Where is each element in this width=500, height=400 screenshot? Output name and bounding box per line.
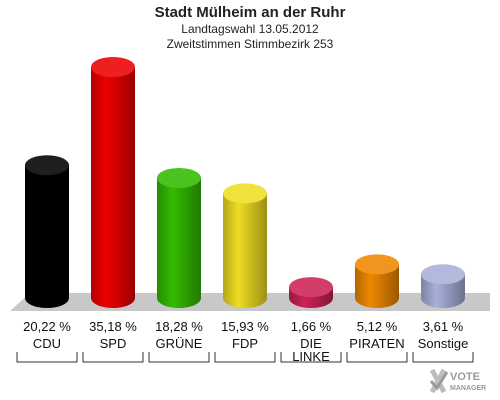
value-label: 15,93 % [221,319,269,334]
bar-3 [157,167,201,308]
ballot-check-icon [429,368,449,394]
category-label: DIE [300,336,322,351]
value-label: 35,18 % [89,319,137,334]
bar-body [355,264,399,308]
category-label: FDP [232,336,258,351]
bar-top [289,277,333,298]
category-label: Sonstige [418,336,469,351]
vote-manager-logo: VOTE MANAGER [429,368,486,394]
bar-top [223,183,267,204]
bar-4 [223,183,267,308]
value-label: 5,12 % [357,319,398,334]
category-label: LINKE [292,349,330,364]
category-label: PIRATEN [349,336,404,351]
logo-text-manager: MANAGER [450,385,486,392]
category-bracket [280,352,342,363]
bar-top [421,264,465,285]
category-bracket [148,352,210,363]
category-bracket [412,352,474,363]
bar-top [355,254,399,275]
chart-header: Stadt Mülheim an der Ruhr Landtagswahl 1… [0,4,500,52]
value-label: 1,66 % [291,319,332,334]
bar-body [25,165,69,308]
chart-subtitle-election: Landtagswahl 13.05.2012 [181,22,319,36]
chart-title: Stadt Mülheim an der Ruhr [154,4,346,21]
bar-body [157,177,201,308]
bar-top [91,57,135,77]
bar-body [223,193,267,308]
bar-body [91,67,135,308]
bar-7 [421,264,465,308]
category-bracket [346,352,408,363]
value-label: 18,28 % [155,319,203,334]
bar-top [25,155,69,176]
value-label: 3,61 % [423,319,464,334]
bar-6 [355,254,399,308]
category-bracket [214,352,276,363]
bar-1 [25,155,69,308]
bars-layer [25,57,465,308]
chart-subtitle-district: Zweitstimmen Stimmbezirk 253 [166,37,334,51]
logo-text-vote: VOTE [450,371,480,383]
bar-2 [91,57,135,308]
category-label: CDU [33,336,61,351]
category-bracket [82,352,144,363]
category-label: SPD [100,336,127,351]
value-label: 20,22 % [23,319,71,334]
category-label: GRÜNE [156,336,203,351]
category-bracket [16,352,78,363]
bar-5 [289,277,333,308]
labels-layer: 20,22 % CDU 35,18 % SPD 18,28 % GRÜNE 15,93 % F… [16,319,474,364]
bar-top [157,167,201,188]
